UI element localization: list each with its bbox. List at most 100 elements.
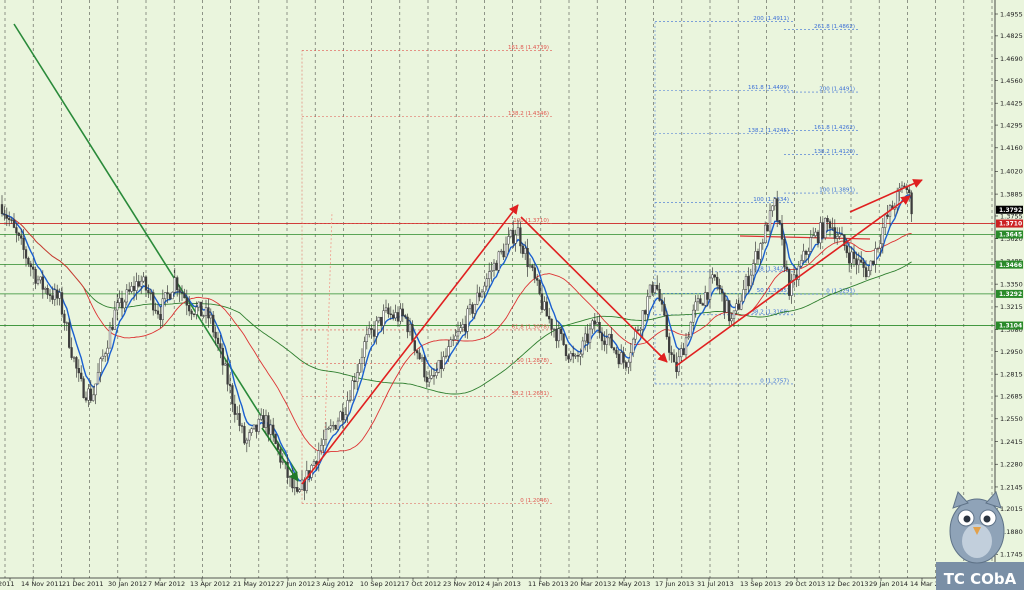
price-tags: 1.3792 1.3710 1.3645 1.3466 1.3292 1.3104 [996,205,1023,330]
candle [684,337,688,356]
candle [569,353,572,360]
x-tick-label: 23 Nov 2012 [443,580,485,588]
candle [219,343,222,349]
owl-ear-left [952,491,969,509]
candle [190,310,193,315]
candle [540,293,544,310]
candle [838,233,841,237]
candle [720,288,724,294]
candle [77,368,80,374]
candle [747,276,750,287]
candle [560,328,563,334]
candle [610,333,613,348]
candle [53,289,56,300]
candle [728,300,731,322]
fib-red-label: 50 (1.2878) [517,358,549,364]
candle [521,245,524,254]
candle [236,413,239,415]
candle [588,328,592,343]
candle [900,185,904,189]
candle [706,292,709,300]
candle [519,227,522,247]
fib-blue-b-label: 138.2 (1.4120) [814,149,855,155]
candle [420,357,424,360]
candle [533,267,536,279]
candle [382,310,385,326]
price-tag-bg [996,230,1023,239]
candle [60,292,64,315]
candle [495,262,498,271]
candle [140,280,143,287]
candle [749,274,752,287]
logo-text: TC CObA [944,570,1017,588]
price-tag: 1.3645 [996,230,1023,239]
candle [0,204,4,214]
candle [430,375,433,379]
candle [516,227,520,236]
candle [267,415,270,435]
candle [680,348,683,358]
y-tick-label: 1.2815 [1000,370,1023,378]
candle [389,313,392,315]
candle [809,237,812,252]
price-tag-bg [996,205,1023,214]
candle [363,341,366,358]
fib-blue-a-label: 138.2 (1.4245) [748,128,789,134]
candle [596,322,599,325]
candle [744,276,748,290]
candle [692,309,695,323]
candle [185,297,188,306]
candle [536,278,539,281]
candle [612,347,616,351]
grid [0,0,996,579]
candle [723,292,726,313]
candle [44,287,47,290]
candle [224,363,227,366]
candle [812,235,815,238]
candle [783,238,786,268]
candle [34,269,37,284]
candle [423,357,426,378]
candle [574,355,577,357]
candle [598,322,601,334]
y-tick-label: 1.3080 [1000,326,1023,334]
price-tag-bg [996,289,1023,298]
candle [406,316,409,333]
candle [238,413,241,426]
candle [276,443,280,450]
candle [32,266,35,270]
candle [384,307,388,311]
candle [3,213,6,216]
candle [507,236,510,245]
candle [132,285,136,291]
x-tick-label: 4 Jan 2013 [486,580,521,588]
candle [149,292,152,294]
owl-belly [962,524,992,558]
candle [286,462,289,478]
candle [538,280,541,294]
candle [104,353,107,357]
candle [173,277,176,293]
x-tick-label: 20 Mar 2013 [570,580,611,588]
candle [36,279,40,284]
candle [111,326,114,330]
candle [509,229,512,237]
fib-blue-a-label: 161.8 (1.4499) [748,85,789,91]
candle [332,424,335,427]
candle [207,307,210,319]
candle [226,363,229,385]
candle [790,280,793,296]
price-tag: 1.3104 [996,321,1023,330]
price-tag-bg [996,219,1023,228]
candle [663,304,666,316]
candle [848,252,851,264]
y-tick-label: 1.4160 [1000,144,1023,152]
candle [41,276,44,290]
candle [161,298,164,320]
candle [459,327,462,332]
y-tick-label: 1.3350 [1000,280,1023,288]
candle [776,198,779,221]
candle [291,476,294,489]
